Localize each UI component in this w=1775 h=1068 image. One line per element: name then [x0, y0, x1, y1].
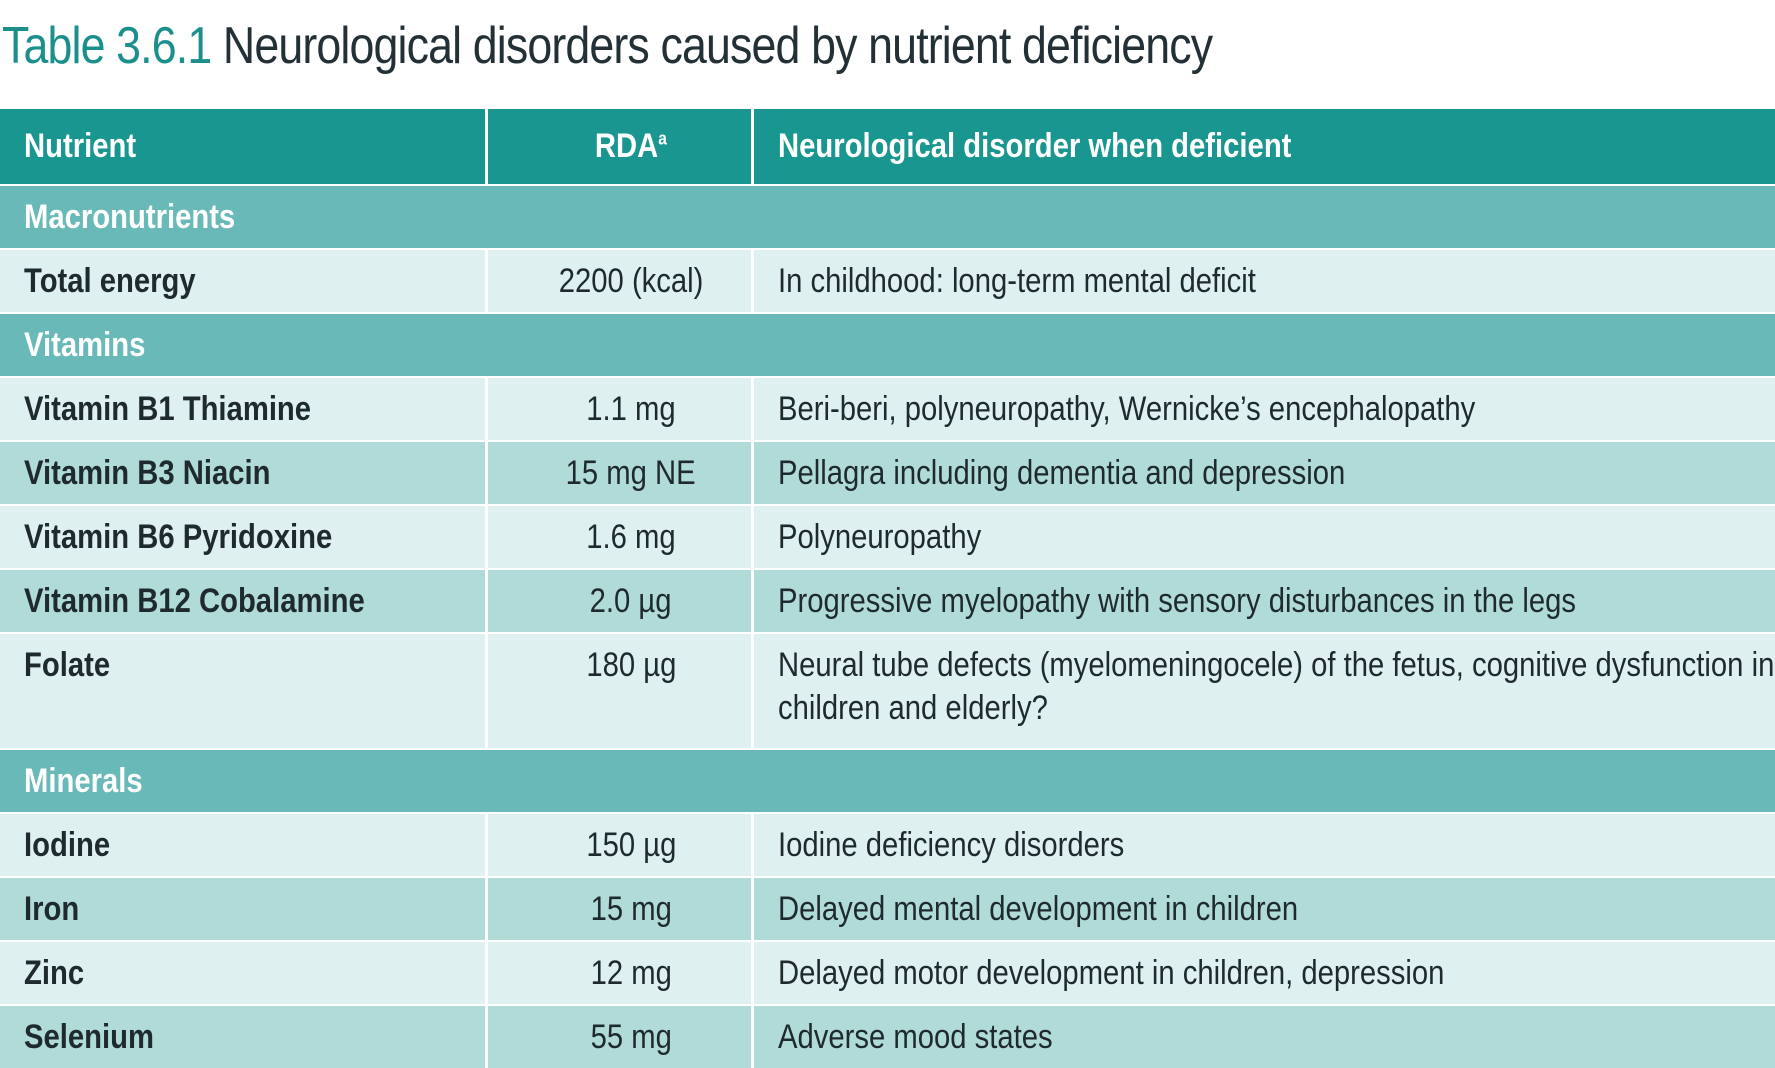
disorder-cell: Neural tube defects (myelomeningocele) o… [778, 644, 1775, 730]
disorder-cell: Progressive myelopathy with sensory dist… [778, 582, 1576, 621]
nutrient-cell: Selenium [24, 1018, 154, 1057]
nutrient-cell: Total energy [24, 262, 196, 301]
header-disorder: Neurological disorder when deficient [752, 109, 1775, 185]
rda-cell: 2200 (kcal) [559, 262, 704, 301]
table-row: Zinc 12 mg Delayed motor development in … [0, 941, 1775, 1005]
rda-cell: 15 mg [590, 890, 671, 929]
nutrient-cell: Iodine [24, 826, 110, 865]
disorder-cell: In childhood: long-term mental deficit [778, 262, 1256, 301]
header-nutrient: Nutrient [0, 109, 486, 185]
header-rda: RDAa [486, 109, 752, 185]
table-row: Folate 180 µg Neural tube defects (myelo… [0, 633, 1775, 749]
table-row: Total energy 2200 (kcal) In childhood: l… [0, 249, 1775, 313]
section-macronutrients: Macronutrients [0, 185, 1775, 249]
header-rda-footnote: a [658, 129, 667, 149]
disorder-cell: Beri-beri, polyneuropathy, Wernicke’s en… [778, 390, 1475, 429]
table-header-row: Nutrient RDAa Neurological disorder when… [0, 109, 1775, 185]
disorder-cell: Pellagra including dementia and depressi… [778, 454, 1345, 493]
nutrient-cell: Vitamin B1 Thiamine [24, 390, 311, 429]
section-label: Minerals [24, 762, 143, 801]
disorder-cell: Delayed motor development in children, d… [778, 954, 1444, 993]
nutrient-cell: Vitamin B6 Pyridoxine [24, 518, 332, 557]
section-minerals: Minerals [0, 749, 1775, 813]
table-title-text: Neurological disorders caused by nutrien… [223, 17, 1212, 75]
nutrient-cell: Folate [24, 644, 110, 687]
nutrient-cell: Vitamin B3 Niacin [24, 454, 270, 493]
table-row: Vitamin B6 Pyridoxine 1.6 mg Polyneuropa… [0, 505, 1775, 569]
section-label: Macronutrients [24, 198, 235, 237]
table-title: Table 3.6.1 Neurological disorders cause… [2, 6, 1212, 86]
disorder-cell: Polyneuropathy [778, 518, 981, 557]
disorder-cell: Delayed mental development in children [778, 890, 1298, 929]
table-row: Iron 15 mg Delayed mental development in… [0, 877, 1775, 941]
nutrient-table: Nutrient RDAa Neurological disorder when… [0, 109, 1775, 1068]
disorder-cell: Iodine deficiency disorders [778, 826, 1124, 865]
table-number: Table 3.6.1 [2, 17, 211, 75]
rda-cell: 55 mg [590, 1018, 671, 1057]
rda-cell: 150 µg [586, 826, 676, 865]
rda-cell: 1.1 mg [586, 390, 675, 429]
nutrient-cell: Iron [24, 890, 79, 929]
rda-cell: 1.6 mg [586, 518, 675, 557]
table-row: Vitamin B1 Thiamine 1.1 mg Beri-beri, po… [0, 377, 1775, 441]
disorder-cell: Adverse mood states [778, 1018, 1053, 1057]
nutrient-cell: Vitamin B12 Cobalamine [24, 582, 365, 621]
nutrient-cell: Zinc [24, 954, 84, 993]
rda-cell: 12 mg [590, 954, 671, 993]
table-row: Vitamin B12 Cobalamine 2.0 µg Progressiv… [0, 569, 1775, 633]
rda-cell: 15 mg NE [566, 454, 696, 493]
section-vitamins: Vitamins [0, 313, 1775, 377]
table-row: Selenium 55 mg Adverse mood states [0, 1005, 1775, 1068]
rda-cell: 180 µg [586, 644, 676, 687]
table-row: Vitamin B3 Niacin 15 mg NE Pellagra incl… [0, 441, 1775, 505]
table-row: Iodine 150 µg Iodine deficiency disorder… [0, 813, 1775, 877]
section-label: Vitamins [24, 326, 145, 365]
rda-cell: 2.0 µg [590, 582, 672, 621]
